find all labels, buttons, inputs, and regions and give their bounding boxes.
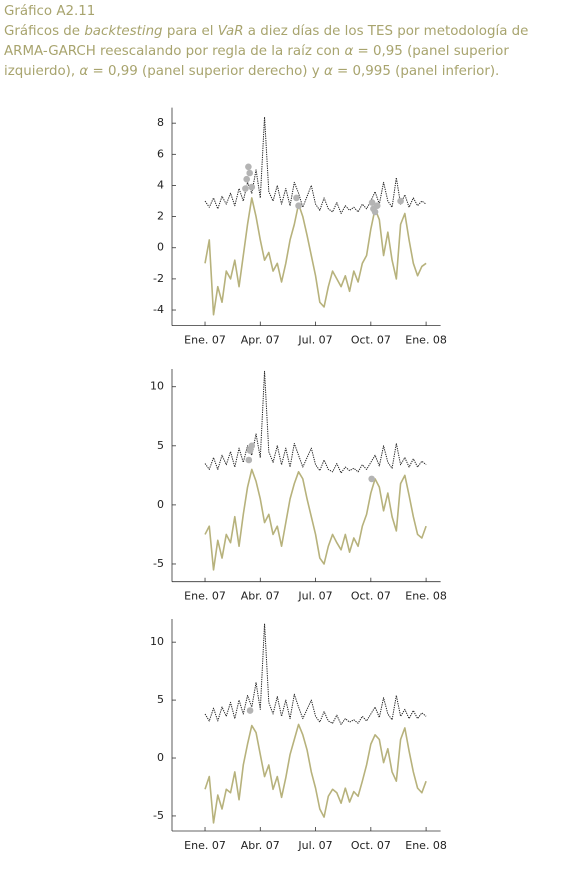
- caption-text: izquierdo),: [4, 64, 80, 79]
- var-line: [204, 370, 427, 474]
- y-tick-label: 5: [157, 439, 164, 452]
- caption-text: VaR: [217, 24, 244, 39]
- y-tick-label: -5: [153, 809, 164, 822]
- exceedance-point: [397, 197, 404, 205]
- title: Gráfico A2.11: [4, 4, 96, 19]
- caption: Gráficos de backtesting para el VaR a di…: [4, 22, 575, 82]
- exceedance-point: [246, 169, 253, 177]
- y-tick-label: 6: [157, 147, 164, 160]
- caption-text: para el: [162, 24, 218, 39]
- return-line: [204, 197, 427, 316]
- exceedance-point: [371, 208, 379, 216]
- y-tick-label: 0: [157, 241, 164, 254]
- y-tick-label: 0: [157, 498, 164, 511]
- x-tick-label: Jul. 07: [297, 839, 332, 852]
- x-tick-label: Apr. 07: [241, 334, 280, 347]
- exceedance-point: [293, 194, 300, 202]
- y-tick-label: 0: [157, 751, 164, 764]
- return-line: [204, 468, 427, 571]
- caption-text: α: [344, 44, 354, 59]
- caption-line: Gráficos de backtesting para el VaR a di…: [4, 22, 575, 42]
- y-tick-label: 10: [150, 635, 164, 648]
- y-tick-label: -4: [153, 303, 164, 316]
- exceedance-point: [245, 163, 252, 171]
- x-tick-label: Ene. 07: [184, 839, 226, 852]
- y-tick-label: 5: [157, 693, 164, 706]
- exceedance-point: [295, 202, 302, 209]
- exceedance-point: [245, 456, 253, 464]
- x-tick-label: Ene. 07: [184, 590, 226, 603]
- header: Gráfico A2.11 Gráficos de backtesting pa…: [4, 2, 575, 82]
- y-tick-label: -5: [153, 557, 164, 570]
- caption-text: backtesting: [84, 24, 163, 39]
- x-tick-label: Oct. 07: [351, 590, 391, 603]
- var-line: [204, 623, 427, 725]
- caption-text: ARMA-GARCH reescalando por regla de la r…: [4, 44, 345, 59]
- y-tick-label: 4: [157, 178, 164, 191]
- return-line: [204, 723, 427, 824]
- y-tick-label: 8: [157, 116, 164, 129]
- x-tick-label: Oct. 07: [351, 839, 391, 852]
- x-tick-label: Abr. 07: [241, 590, 280, 603]
- x-tick-label: Ene. 08: [405, 839, 447, 852]
- x-tick-label: Jul. 07: [297, 334, 332, 347]
- caption-text: = 0,995 (panel inferior).: [332, 64, 500, 79]
- exceedance-point: [246, 707, 254, 714]
- x-tick-label: Ene. 08: [405, 334, 447, 347]
- x-tick-label: Abr. 07: [241, 839, 280, 852]
- x-tick-label: Ene. 08: [405, 590, 447, 603]
- var-line: [204, 116, 427, 214]
- caption-text: = 0,95 (panel superior: [353, 44, 509, 59]
- exceedance-point: [368, 475, 375, 483]
- exceedance-point: [243, 175, 250, 183]
- caption-line: ARMA-GARCH reescalando por regla de la r…: [4, 42, 575, 62]
- caption-text: = 0,99 (panel superior derecho) y: [88, 64, 324, 79]
- y-tick-label: -2: [153, 272, 164, 285]
- caption-text: a diez días de los TES por metodología d…: [243, 24, 529, 39]
- x-tick-label: Ene. 07: [184, 334, 226, 347]
- y-tick-label: 10: [150, 380, 164, 393]
- exceedance-point: [248, 183, 256, 191]
- caption-text: Gráficos de: [4, 24, 85, 39]
- exceedance-point: [368, 199, 376, 206]
- x-tick-label: Oct. 07: [351, 334, 391, 347]
- exceedance-point: [248, 442, 256, 450]
- y-tick-label: 2: [157, 210, 164, 223]
- caption-text: α: [323, 64, 333, 79]
- x-tick-label: Jul. 07: [297, 590, 332, 603]
- exceedance-point: [242, 185, 249, 192]
- caption-line: izquierdo), α = 0,99 (panel superior der…: [4, 62, 575, 82]
- caption-text: α: [79, 64, 89, 79]
- exceedance-point: [373, 202, 381, 209]
